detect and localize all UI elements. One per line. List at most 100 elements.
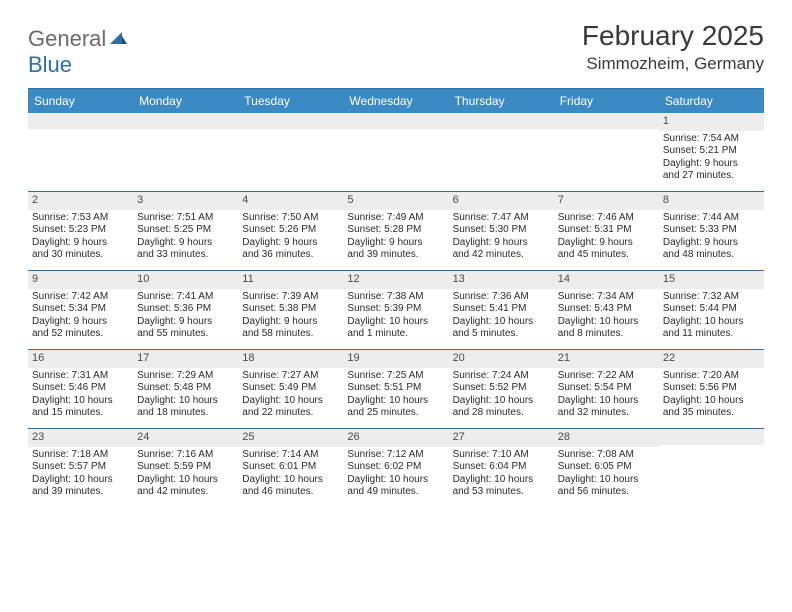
day-cell: 11Sunrise: 7:39 AMSunset: 5:38 PMDayligh…: [238, 271, 343, 349]
day-cell: 17Sunrise: 7:29 AMSunset: 5:48 PMDayligh…: [133, 350, 238, 428]
day-info-line: Daylight: 10 hours: [453, 395, 550, 408]
day-number: 10: [133, 271, 238, 289]
day-info-line: and 35 minutes.: [663, 407, 760, 420]
day-info-line: Daylight: 10 hours: [32, 395, 129, 408]
day-cell-body: [343, 129, 448, 135]
day-info-line: and 30 minutes.: [32, 249, 129, 262]
day-cell: 27Sunrise: 7:10 AMSunset: 6:04 PMDayligh…: [449, 429, 554, 507]
day-info-line: and 5 minutes.: [453, 328, 550, 341]
day-cell-body: Sunrise: 7:10 AMSunset: 6:04 PMDaylight:…: [449, 447, 554, 503]
day-info-line: Sunset: 5:39 PM: [347, 303, 444, 316]
day-number: [659, 429, 764, 445]
day-number: 4: [238, 192, 343, 210]
day-cell-body: Sunrise: 7:53 AMSunset: 5:23 PMDaylight:…: [28, 210, 133, 266]
day-cell-body: [28, 129, 133, 135]
day-info-line: Sunset: 5:48 PM: [137, 382, 234, 395]
day-info-line: Sunset: 5:31 PM: [558, 224, 655, 237]
day-cell: 23Sunrise: 7:18 AMSunset: 5:57 PMDayligh…: [28, 429, 133, 507]
day-info-line: and 42 minutes.: [453, 249, 550, 262]
day-cell: 16Sunrise: 7:31 AMSunset: 5:46 PMDayligh…: [28, 350, 133, 428]
day-info-line: Sunrise: 7:39 AM: [242, 291, 339, 304]
day-cell: 18Sunrise: 7:27 AMSunset: 5:49 PMDayligh…: [238, 350, 343, 428]
day-cell-body: Sunrise: 7:32 AMSunset: 5:44 PMDaylight:…: [659, 289, 764, 345]
day-info-line: and 11 minutes.: [663, 328, 760, 341]
day-info-line: Daylight: 10 hours: [137, 395, 234, 408]
day-cell: 8Sunrise: 7:44 AMSunset: 5:33 PMDaylight…: [659, 192, 764, 270]
day-info-line: Daylight: 9 hours: [558, 237, 655, 250]
day-info-line: Daylight: 10 hours: [558, 316, 655, 329]
day-info-line: Sunrise: 7:53 AM: [32, 212, 129, 225]
weekday-header-row: Sunday Monday Tuesday Wednesday Thursday…: [28, 89, 764, 113]
day-cell-body: Sunrise: 7:54 AMSunset: 5:21 PMDaylight:…: [659, 131, 764, 187]
weekday-header: Wednesday: [343, 89, 448, 113]
day-number: 12: [343, 271, 448, 289]
day-number: 6: [449, 192, 554, 210]
day-cell: [554, 113, 659, 191]
day-cell-body: [449, 129, 554, 135]
day-cell: 25Sunrise: 7:14 AMSunset: 6:01 PMDayligh…: [238, 429, 343, 507]
day-cell-body: Sunrise: 7:36 AMSunset: 5:41 PMDaylight:…: [449, 289, 554, 345]
day-number: 1: [659, 113, 764, 131]
day-number: 13: [449, 271, 554, 289]
day-info-line: and 48 minutes.: [663, 249, 760, 262]
day-info-line: Daylight: 10 hours: [137, 474, 234, 487]
day-info-line: Sunrise: 7:14 AM: [242, 449, 339, 462]
day-info-line: and 22 minutes.: [242, 407, 339, 420]
day-info-line: Daylight: 9 hours: [663, 237, 760, 250]
day-number: 21: [554, 350, 659, 368]
day-info-line: Daylight: 9 hours: [347, 237, 444, 250]
weeks-container: 1Sunrise: 7:54 AMSunset: 5:21 PMDaylight…: [28, 113, 764, 507]
day-cell: 5Sunrise: 7:49 AMSunset: 5:28 PMDaylight…: [343, 192, 448, 270]
day-info-line: Sunrise: 7:38 AM: [347, 291, 444, 304]
day-info-line: Sunset: 6:05 PM: [558, 461, 655, 474]
day-info-line: and 49 minutes.: [347, 486, 444, 499]
day-info-line: Daylight: 9 hours: [242, 237, 339, 250]
day-cell: 28 Sunrise: 7:08 AMSunset: 6:05 PMDayligh…: [554, 429, 659, 507]
day-info-line: Sunset: 5:52 PM: [453, 382, 550, 395]
day-info-line: Daylight: 9 hours: [32, 316, 129, 329]
day-number: 3: [133, 192, 238, 210]
day-number: 23: [28, 429, 133, 447]
day-number: 20: [449, 350, 554, 368]
day-info-line: and 39 minutes.: [32, 486, 129, 499]
day-info-line: Daylight: 10 hours: [558, 395, 655, 408]
day-cell-body: Sunrise: 7:49 AMSunset: 5:28 PMDaylight:…: [343, 210, 448, 266]
day-cell-body: Sunrise: 7:27 AMSunset: 5:49 PMDaylight:…: [238, 368, 343, 424]
day-info-line: and 25 minutes.: [347, 407, 444, 420]
day-info-line: Sunrise: 7:08 AM: [558, 449, 655, 462]
day-number: 15: [659, 271, 764, 289]
day-info-line: Daylight: 10 hours: [558, 474, 655, 487]
day-cell-body: Sunrise: 7:16 AMSunset: 5:59 PMDaylight:…: [133, 447, 238, 503]
day-cell: 12Sunrise: 7:38 AMSunset: 5:39 PMDayligh…: [343, 271, 448, 349]
day-info-line: and 33 minutes.: [137, 249, 234, 262]
day-info-line: Daylight: 9 hours: [453, 237, 550, 250]
day-info-line: Sunrise: 7:27 AM: [242, 370, 339, 383]
day-cell: 7Sunrise: 7:46 AMSunset: 5:31 PMDaylight…: [554, 192, 659, 270]
day-info-line: Sunset: 5:28 PM: [347, 224, 444, 237]
day-info-line: Sunset: 6:01 PM: [242, 461, 339, 474]
day-number: [449, 113, 554, 129]
day-info-line: and 42 minutes.: [137, 486, 234, 499]
day-info-line: Sunset: 5:38 PM: [242, 303, 339, 316]
day-info-line: Sunrise: 7:16 AM: [137, 449, 234, 462]
logo-text: GeneralBlue: [28, 26, 128, 78]
day-info-line: and 32 minutes.: [558, 407, 655, 420]
day-info-line: Sunset: 5:43 PM: [558, 303, 655, 316]
weekday-header: Sunday: [28, 89, 133, 113]
day-info-line: and 27 minutes.: [663, 170, 760, 183]
day-info-line: Daylight: 10 hours: [242, 474, 339, 487]
day-cell-body: [238, 129, 343, 135]
day-number: 28: [554, 429, 659, 447]
day-cell: 13Sunrise: 7:36 AMSunset: 5:41 PMDayligh…: [449, 271, 554, 349]
week-row: 1Sunrise: 7:54 AMSunset: 5:21 PMDaylight…: [28, 113, 764, 191]
day-info-line: Sunrise: 7:22 AM: [558, 370, 655, 383]
day-info-line: Sunrise: 7:51 AM: [137, 212, 234, 225]
day-info-line: Sunset: 5:34 PM: [32, 303, 129, 316]
day-cell: 22Sunrise: 7:20 AMSunset: 5:56 PMDayligh…: [659, 350, 764, 428]
day-info-line: Sunrise: 7:18 AM: [32, 449, 129, 462]
day-number: [343, 113, 448, 129]
day-info-line: Daylight: 10 hours: [453, 474, 550, 487]
day-number: [28, 113, 133, 129]
day-number: 2: [28, 192, 133, 210]
day-info-line: Sunset: 6:04 PM: [453, 461, 550, 474]
